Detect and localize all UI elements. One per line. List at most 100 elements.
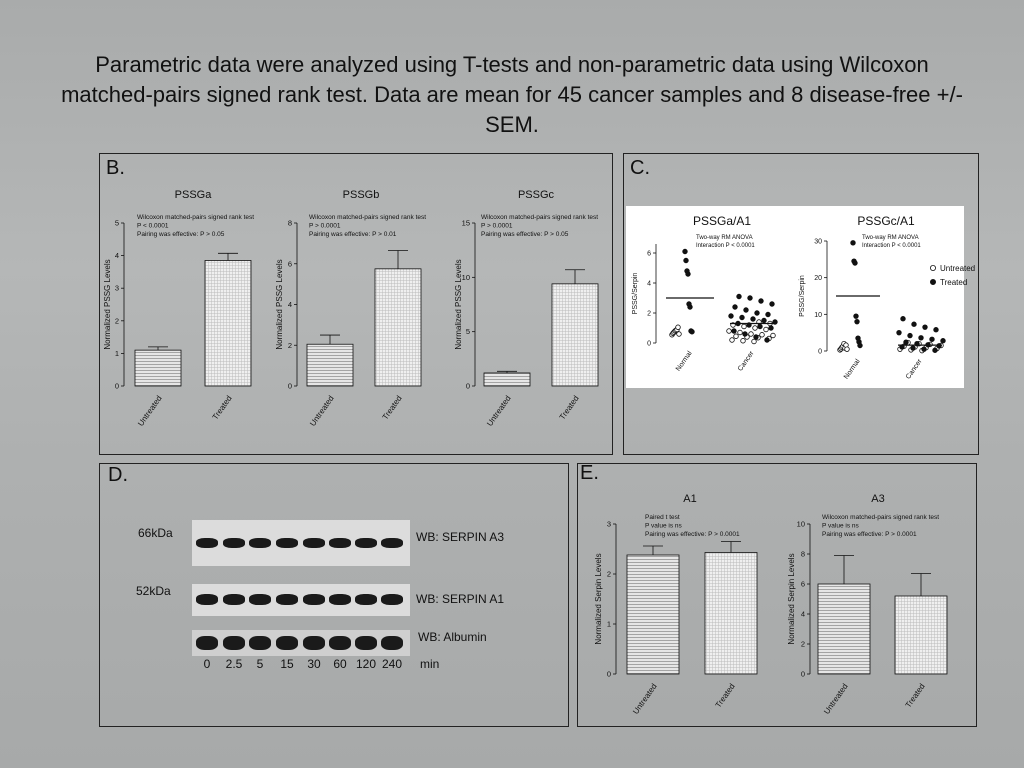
a1-annotation: Pairing was effective: P > 0.0001	[645, 531, 740, 538]
pssga-x-tick-label: Treated	[211, 394, 234, 422]
band-serpin-a1	[355, 594, 377, 605]
a1-bar-untreated	[626, 554, 680, 675]
pssga-annotation: P < 0.0001	[137, 223, 169, 230]
a1-y-tick-label: 2	[607, 570, 611, 579]
band-albumin	[355, 636, 377, 650]
pssga-y-tick-label: 3	[115, 284, 119, 293]
pssga-y-tick-label: 1	[115, 349, 119, 358]
pssgb-y-tick-label: 4	[288, 300, 292, 309]
wb-label-serpin-a1: WB: SERPIN A1	[416, 592, 505, 606]
pssga_a1-point-treated	[765, 311, 771, 318]
band-serpin-a3	[196, 538, 218, 548]
pssgb-annotation: P > 0.0001	[309, 223, 341, 230]
panel-e-label: E.	[580, 462, 599, 484]
pssgc_a1-point-treated	[850, 240, 856, 246]
pssgb-x-tick-label: Untreated	[308, 394, 336, 428]
a3-bar-untreated	[817, 583, 871, 675]
pssgc_a1-y-tick-label: 10	[814, 312, 822, 319]
band-serpin-a3	[355, 538, 377, 548]
a3-title: A3	[871, 493, 884, 505]
pssgc_a1-point-treated	[857, 342, 863, 349]
band-serpin-a1	[381, 594, 403, 605]
a1-y-tick-label: 0	[607, 670, 611, 679]
time-unit-label: min	[420, 657, 440, 671]
pssgc_a1-x-tick-label: Normal	[843, 358, 862, 381]
pssga_a1-y-tick-label: 4	[647, 281, 651, 288]
pssga_a1-x-tick-label: Cancer	[737, 350, 756, 373]
pssgc_a1-point-treated	[853, 313, 859, 319]
a1-bar-treated	[704, 552, 758, 675]
pssga_a1-annotation: Two-way RM ANOVA	[696, 235, 753, 241]
pssgb-bar-untreated	[306, 343, 354, 387]
panel-d	[99, 463, 569, 727]
pssgc-y-label: Normalized PSSG Levels	[454, 259, 463, 349]
band-serpin-a3	[303, 538, 325, 548]
a3-y-tick-label: 0	[801, 670, 805, 679]
a1-x-tick-label: Treated	[714, 682, 737, 710]
panel-c	[623, 153, 979, 455]
panel-c-plot-background	[626, 206, 964, 388]
pssgb-title: PSSGb	[343, 189, 380, 201]
pssga_a1-point-treated	[761, 317, 767, 324]
a3-x-tick-label: Untreated	[822, 682, 850, 716]
band-serpin-a3	[381, 538, 403, 548]
pssga_a1-point-untreated	[770, 332, 776, 339]
band-albumin	[329, 636, 351, 650]
band-serpin-a1	[196, 594, 218, 605]
pssga_a1-point-treated	[736, 293, 742, 300]
pssga-y-tick-label: 4	[115, 251, 119, 260]
a3-y-label: Normalized Serpin Levels	[787, 553, 796, 644]
pssgb-y-tick-label: 2	[288, 341, 292, 350]
a1-y-label: Normalized Serpin Levels	[594, 553, 603, 644]
pssga_a1-point-treated	[689, 329, 695, 335]
a3-x-tick-label: Treated	[904, 682, 927, 710]
pssga_a1-point-untreated	[733, 333, 739, 339]
pssga_a1-point-untreated	[748, 331, 754, 337]
timepoint-label: 120	[355, 657, 377, 671]
band-serpin-a3	[223, 538, 245, 548]
pssgc-title: PSSGc	[518, 189, 555, 201]
pssgc-y-tick-label: 10	[462, 273, 470, 282]
a3-annotation: Pairing was effective: P > 0.0001	[822, 531, 917, 538]
timepoint-label: 30	[307, 657, 321, 671]
pssgc_a1-point-treated	[936, 343, 942, 349]
pssga_a1-point-treated	[742, 331, 748, 337]
pssga_a1-point-untreated	[752, 325, 758, 331]
marker-66kda: 66kDa	[138, 526, 173, 540]
pssga_a1-point-untreated	[763, 326, 769, 333]
a3-y-tick-label: 6	[801, 580, 805, 589]
pssga-annotation: Wilcoxon matched-pairs signed rank test	[137, 214, 254, 221]
legend-treated-marker	[930, 278, 937, 285]
pssgc-annotation: Wilcoxon matched-pairs signed rank test	[481, 214, 598, 221]
pssgc_a1-point-treated	[932, 347, 938, 353]
pssga_a1-point-untreated	[737, 329, 743, 336]
a1-annotation: Paired t test	[645, 514, 680, 521]
pssgc_a1-point-untreated	[844, 346, 850, 352]
marker-52kda: 52kDa	[136, 584, 171, 598]
pssga_a1-point-treated	[732, 304, 738, 310]
pssga_a1-y-label: PSSG/Serpin	[632, 273, 639, 315]
pssga_a1-point-untreated	[741, 323, 747, 330]
pssgc_a1-point-treated	[918, 335, 924, 341]
band-serpin-a3	[276, 538, 298, 548]
pssga_a1-point-treated	[750, 316, 756, 322]
pssgc_a1-point-treated	[922, 324, 928, 330]
pssga_a1-point-untreated	[676, 331, 682, 337]
pssgc_a1-point-treated	[896, 329, 902, 336]
pssgc-x-tick-label: Untreated	[485, 394, 513, 428]
pssga_a1-point-treated	[768, 325, 774, 331]
pssgc-y-tick-label: 15	[462, 219, 470, 228]
band-serpin-a3	[329, 538, 351, 548]
page-title: Parametric data were analyzed using T-te…	[61, 52, 963, 137]
pssga_a1-point-treated	[728, 313, 734, 319]
band-albumin	[249, 636, 271, 650]
a1-y-tick-label: 1	[607, 620, 611, 629]
legend-untreated-label: Untreated	[940, 264, 975, 273]
legend-untreated-marker	[930, 264, 937, 271]
pssgc-annotation: P > 0.0001	[481, 223, 513, 230]
pssga_a1-point-untreated	[729, 337, 735, 343]
pssgc_a1-point-treated	[900, 316, 906, 322]
wb-label-serpin-a3: WB: SERPIN A3	[416, 530, 505, 544]
pssgc-y-tick-label: 5	[466, 327, 470, 336]
band-serpin-a1	[249, 594, 271, 605]
